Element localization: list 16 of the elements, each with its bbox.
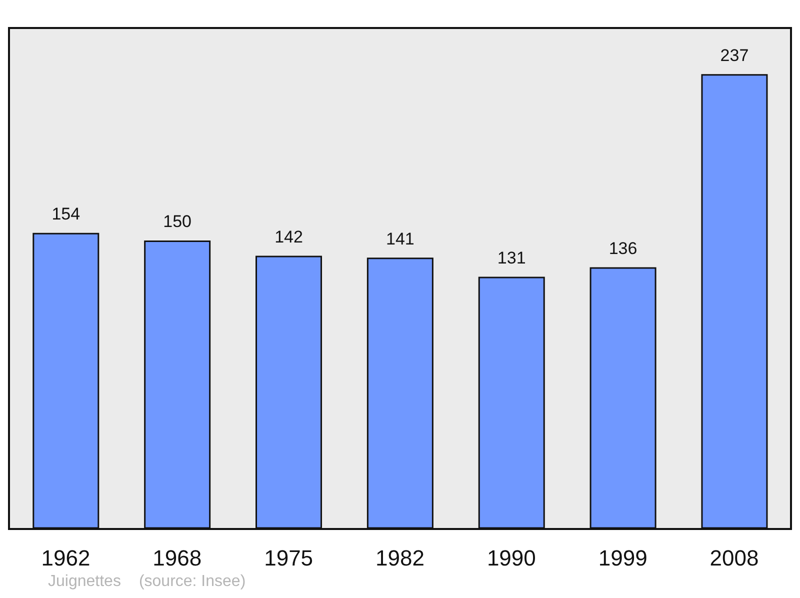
data-label: 154 [52, 204, 80, 224]
x-tick-label: 1968 [152, 546, 202, 571]
data-label: 142 [274, 228, 303, 247]
data-label: 131 [497, 248, 526, 268]
data-label: 237 [720, 46, 749, 65]
text: Juignettes [48, 573, 121, 590]
data-label: 141 [386, 229, 414, 248]
x-tick-label: 2008 [710, 546, 759, 571]
x-tick-label: 1962 [41, 546, 90, 571]
x-tick-label: 1975 [264, 546, 314, 571]
text: (source: Insee) [138, 573, 246, 590]
x-tick-label: 1999 [598, 546, 648, 571]
x-tick-label: 1990 [486, 546, 536, 571]
data-label: 150 [163, 212, 192, 232]
data-label: 136 [608, 238, 638, 258]
x-tick-label: 1982 [376, 546, 424, 571]
